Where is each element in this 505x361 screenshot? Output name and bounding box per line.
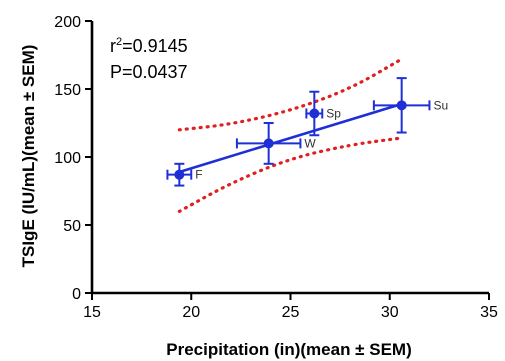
data-point-Sp: Sp [305, 90, 341, 137]
x-tick-label: 15 [83, 304, 101, 321]
data-point-marker [309, 108, 320, 119]
y-tick-label: 50 [63, 218, 81, 235]
data-point-label: W [304, 136, 316, 150]
x-tick-label: 30 [381, 304, 399, 321]
y-tick-label: 150 [54, 82, 81, 99]
p-value-annotation: P=0.0437 [110, 62, 188, 82]
data-points: F W Sp Su [166, 77, 448, 187]
confidence-lower-curve [177, 136, 404, 213]
y-tick-label: 100 [54, 150, 81, 167]
data-point-F: F [166, 162, 203, 187]
data-point-Su: Su [372, 77, 448, 134]
y-tick-label: 0 [72, 286, 81, 303]
r-squared-annotation: r2=0.9145 [110, 36, 188, 56]
y-tick-label: 200 [54, 14, 81, 31]
x-tick-label: 20 [182, 304, 200, 321]
data-point-label: F [195, 168, 202, 182]
regression-line [178, 102, 403, 174]
confidence-upper-curve [177, 57, 404, 132]
data-point-label: Sp [326, 106, 341, 120]
data-point-label: Su [433, 98, 448, 112]
confidence-band [177, 57, 404, 213]
regression-line-group [178, 102, 403, 174]
ticks: 15 20 25 30 35 0 50 100 150 200 [54, 14, 498, 321]
y-axis-title: TSIgE (IU/mL)(mean ± SEM) [19, 45, 38, 268]
data-point-W: W [235, 122, 316, 165]
x-axis-title: Precipitation (in)(mean ± SEM) [166, 340, 411, 359]
x-tick-label: 35 [480, 304, 498, 321]
data-point-marker [263, 138, 274, 149]
data-point-marker [174, 169, 185, 180]
x-tick-label: 25 [282, 304, 300, 321]
data-point-marker [396, 100, 407, 111]
